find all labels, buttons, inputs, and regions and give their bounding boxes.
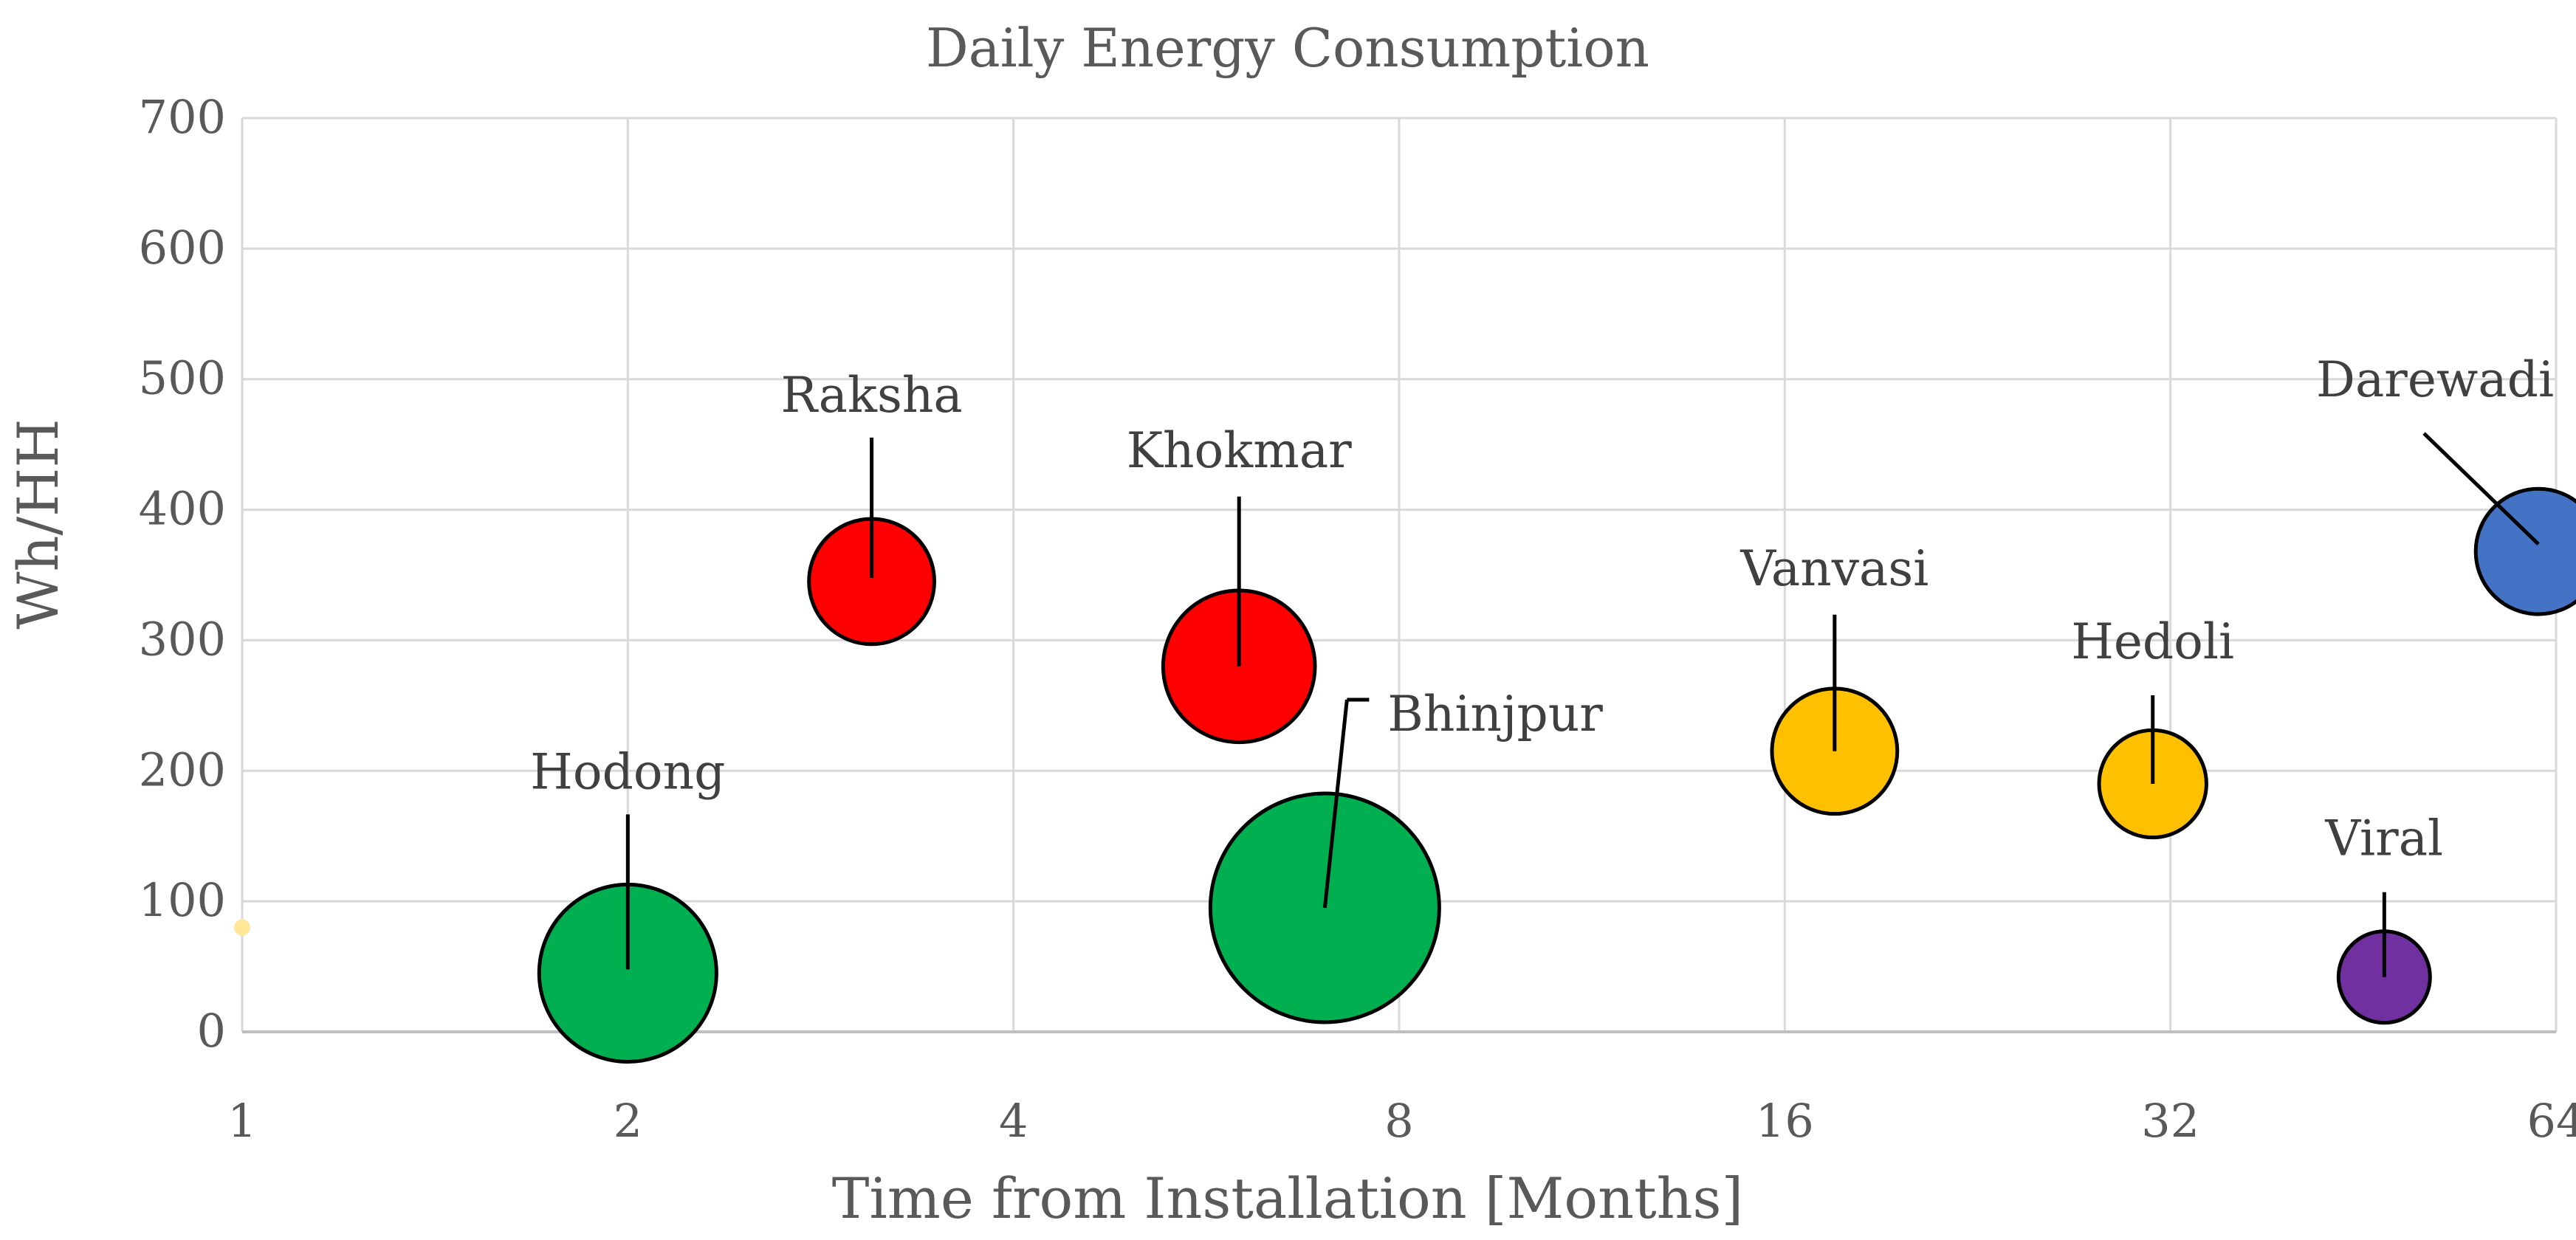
y-axis-title: Wh/HH <box>5 418 71 629</box>
y-tick-label: 100 <box>139 873 226 927</box>
data-label-hodong: Hodong <box>530 743 725 800</box>
y-tick-labels: 0 100 200 300 400 500 600 700 <box>139 90 226 1058</box>
y-tick-label: 300 <box>139 612 226 666</box>
x-tick-label: 1 <box>227 1094 256 1148</box>
y-tick-label: 700 <box>139 90 226 144</box>
chart-title: Daily Energy Consumption <box>926 17 1649 79</box>
y-tick-label: 200 <box>139 743 226 796</box>
data-label-bhinjpur: Bhinjpur <box>1387 686 1603 743</box>
x-tick-label: 16 <box>1756 1094 1814 1148</box>
bubble-darewadi <box>2473 486 2576 616</box>
leader-line <box>2422 432 2540 545</box>
data-label-raksha: Raksha <box>780 367 962 424</box>
x-tick-label: 4 <box>999 1094 1028 1148</box>
x-tick-label: 2 <box>614 1094 642 1148</box>
y-tick-label: 0 <box>197 1004 226 1058</box>
data-label-darewadi: Darewadi <box>2316 351 2554 408</box>
x-axis-title: Time from Installation [Months] <box>832 1165 1743 1231</box>
data-label-viral: Viral <box>2325 810 2444 867</box>
x-tick-label: 32 <box>2141 1094 2199 1148</box>
bubble-marker <box>234 919 250 936</box>
y-tick-label: 600 <box>139 221 226 275</box>
data-label-vanvasi: Vanvasi <box>1739 540 1928 597</box>
data-label-khokmar: Khokmar <box>1127 422 1352 479</box>
y-tick-label: 500 <box>139 351 226 405</box>
x-tick-label: 8 <box>1384 1094 1413 1148</box>
y-tick-label: 400 <box>139 482 226 536</box>
data-label-hedoli: Hedoli <box>2071 613 2234 670</box>
leader-line <box>1322 699 1349 909</box>
bubble-labels: Hodong Raksha Khokmar Bhinjpur Vanvasi Hedoli… <box>530 351 2554 977</box>
x-tick-label: 64 <box>2527 1094 2576 1148</box>
x-tick-labels: 1 2 4 8 16 32 64 <box>227 1094 2576 1148</box>
